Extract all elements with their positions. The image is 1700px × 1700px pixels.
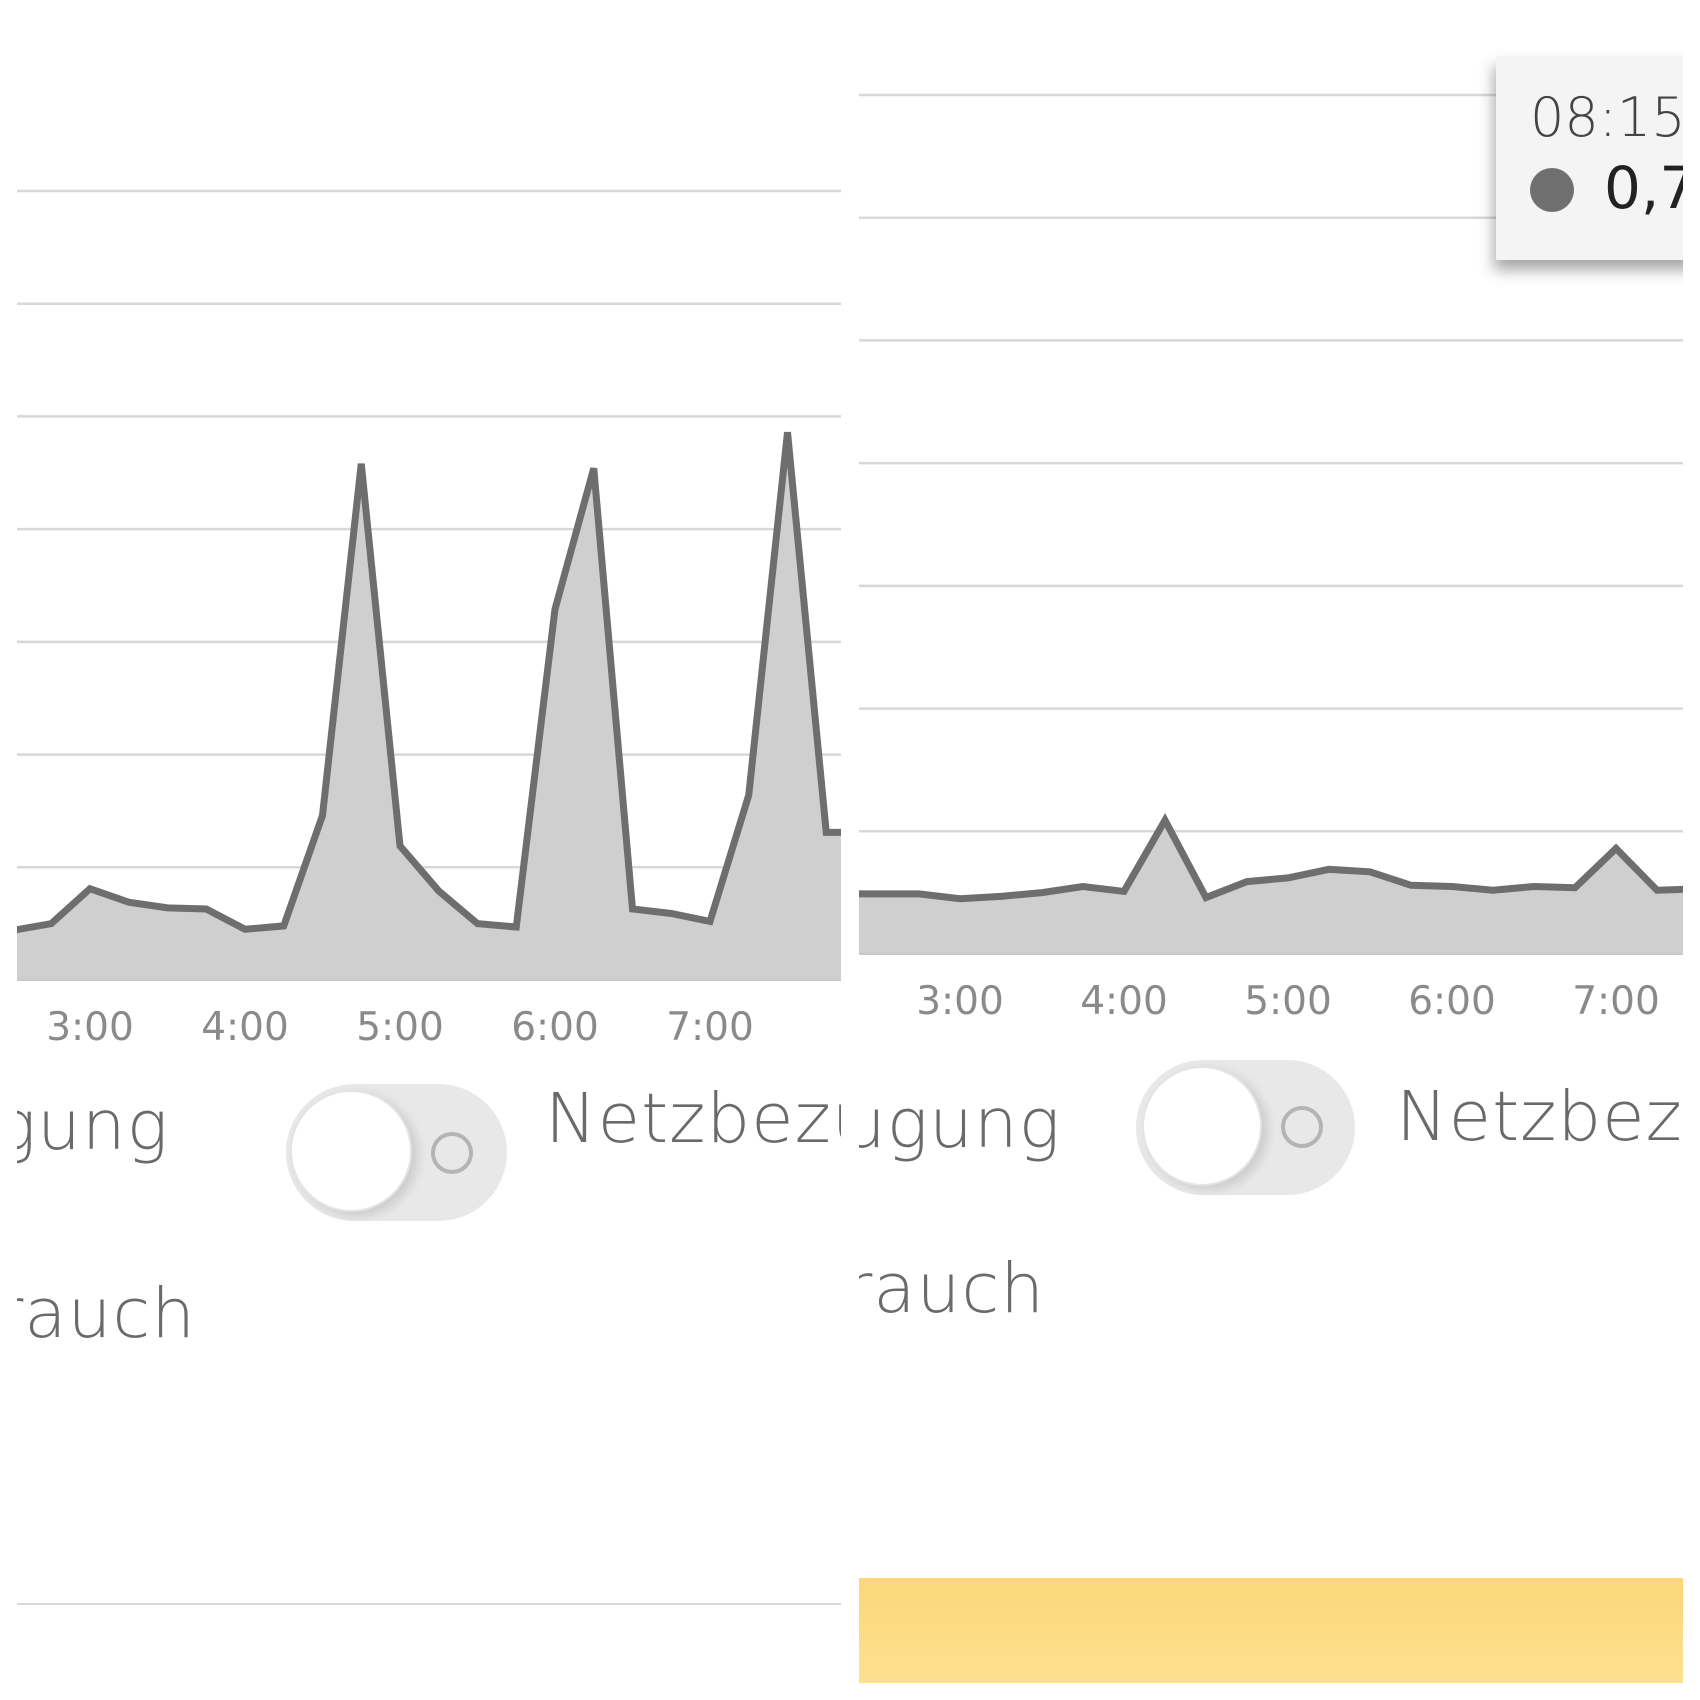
- left-panel: 3:004:005:006:007:008 eugung Netzbezu br…: [17, 0, 841, 1700]
- consumption-label[interactable]: brauch: [17, 1274, 196, 1354]
- x-tick-label: 5:00: [1244, 979, 1332, 1024]
- series-dot-icon: [1530, 168, 1574, 212]
- generation-label[interactable]: eugung: [859, 1084, 1061, 1164]
- tooltip-value: 0,7: [1604, 154, 1683, 222]
- series-toggle[interactable]: [1136, 1060, 1355, 1195]
- right-panel: 3:00 4:00 5:00 6:00 7:00 08:15 0,7 eugung Ne…: [859, 0, 1683, 1700]
- divider: [17, 1603, 841, 1605]
- grid-import-label[interactable]: Netzbezu: [1396, 1077, 1683, 1157]
- toggle-knob: [290, 1090, 412, 1212]
- grid-import-label[interactable]: Netzbezu: [545, 1079, 841, 1159]
- chart-tooltip: 08:15 0,7: [1496, 56, 1683, 260]
- series-line: [17, 431, 841, 934]
- x-tick-label: 3:00: [916, 979, 1004, 1024]
- x-tick-label: 5:00: [356, 1005, 444, 1050]
- x-tick-label: 4:00: [1080, 979, 1168, 1024]
- x-tick-label: 6:00: [511, 1005, 599, 1050]
- x-tick-label: 3:00: [46, 1005, 134, 1050]
- generation-label[interactable]: eugung: [17, 1086, 169, 1166]
- x-tick-label: 7:00: [666, 1005, 754, 1050]
- x-tick-label: 6:00: [1408, 979, 1496, 1024]
- toggle-off-indicator-icon: [1281, 1106, 1323, 1148]
- series-toggle[interactable]: [286, 1084, 507, 1221]
- tooltip-time: 08:15: [1530, 86, 1683, 149]
- consumption-label[interactable]: brauch: [859, 1249, 1045, 1329]
- toggle-knob: [1142, 1066, 1262, 1186]
- right-chart[interactable]: 3:00 4:00 5:00 6:00 7:00: [859, 0, 1683, 1050]
- area-fill: [17, 432, 841, 980]
- left-chart[interactable]: 3:004:005:006:007:008: [17, 0, 841, 1100]
- yellow-summary-bar: [859, 1578, 1683, 1683]
- toggle-off-indicator-icon: [431, 1132, 473, 1174]
- x-tick-label: 4:00: [201, 1005, 289, 1050]
- x-tick-label: 7:00: [1572, 979, 1660, 1024]
- area-fill: [859, 820, 1683, 954]
